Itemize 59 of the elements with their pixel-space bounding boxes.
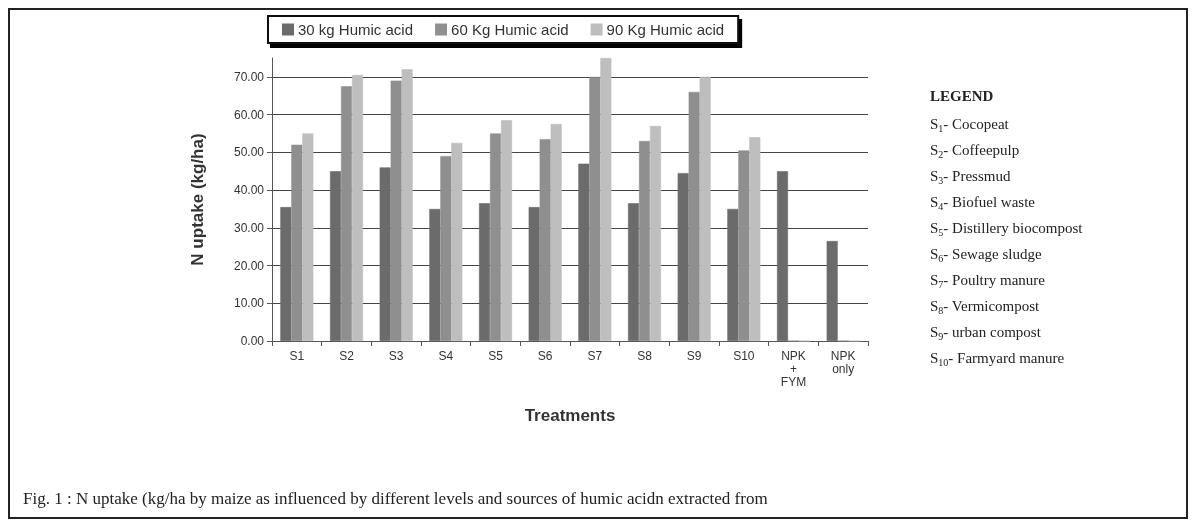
x-tick-label: S10: [733, 348, 755, 363]
x-tick-label: S7: [587, 348, 603, 363]
y-tick-label: 10.00: [233, 296, 265, 311]
bar: [727, 208, 739, 341]
x-tick-label: S8: [637, 348, 653, 363]
bar: [589, 76, 601, 341]
bar: [330, 171, 341, 341]
bar: [628, 203, 639, 341]
bar: [528, 207, 540, 341]
bar: [777, 171, 788, 341]
legend-label: 60 Kg Humic acid: [451, 21, 569, 38]
bar: [578, 163, 590, 341]
bar: [699, 76, 711, 341]
y-tick-label: 40.00: [233, 183, 265, 198]
bar: [550, 124, 562, 341]
text: LEGEND: [930, 87, 994, 104]
x-tick-label: S3: [388, 348, 404, 363]
x-tick-label: S1: [289, 348, 305, 363]
bar: [390, 80, 402, 341]
bar: [451, 142, 463, 341]
bar: [401, 69, 413, 341]
bar: [749, 137, 761, 341]
bar: [738, 150, 750, 341]
bar: [429, 208, 441, 341]
y-tick-label: 70.00: [233, 69, 265, 84]
x-tick-label: S6: [537, 348, 553, 363]
y-axis-title: N uptake (kg/ha): [188, 133, 207, 266]
x-axis-title: Treatments: [524, 406, 616, 425]
y-tick-label: 50.00: [233, 145, 265, 160]
x-tick-label: S2: [339, 348, 355, 363]
bar: [539, 139, 551, 341]
bar: [639, 141, 650, 341]
y-tick-label: 60.00: [233, 107, 265, 122]
y-tick-label: 0.00: [240, 334, 265, 348]
legend-label: 90 Kg Humic acid: [606, 21, 725, 38]
x-tick-label: NPK only: [830, 348, 856, 376]
caption: Fig. 1 : N uptake (kg/ha by maize as influenced by different levels and sources of humic acidn extracted from: [23, 489, 768, 508]
y-tick-label: 20.00: [233, 258, 265, 273]
x-tick-label: S5: [488, 348, 504, 363]
bar: [688, 91, 700, 341]
bar: [650, 125, 661, 341]
x-tick-label: NPK + FYM: [780, 348, 807, 389]
y-tick-label: 30.00: [233, 220, 265, 235]
bar: [302, 133, 314, 341]
bar: [490, 133, 501, 341]
bar: [600, 58, 612, 341]
bar: [341, 86, 352, 341]
x-tick-label: S9: [686, 348, 702, 363]
bar: [440, 156, 452, 341]
bar: [479, 203, 490, 341]
bar: [352, 74, 363, 341]
bar: [379, 167, 391, 341]
bar: [501, 120, 512, 341]
bar: [280, 207, 292, 341]
x-tick-label: S4: [438, 348, 454, 363]
legend-label: 30 kg Humic acid: [298, 21, 414, 38]
bar: [291, 144, 303, 341]
bar: [826, 241, 838, 341]
bar: [677, 173, 689, 341]
